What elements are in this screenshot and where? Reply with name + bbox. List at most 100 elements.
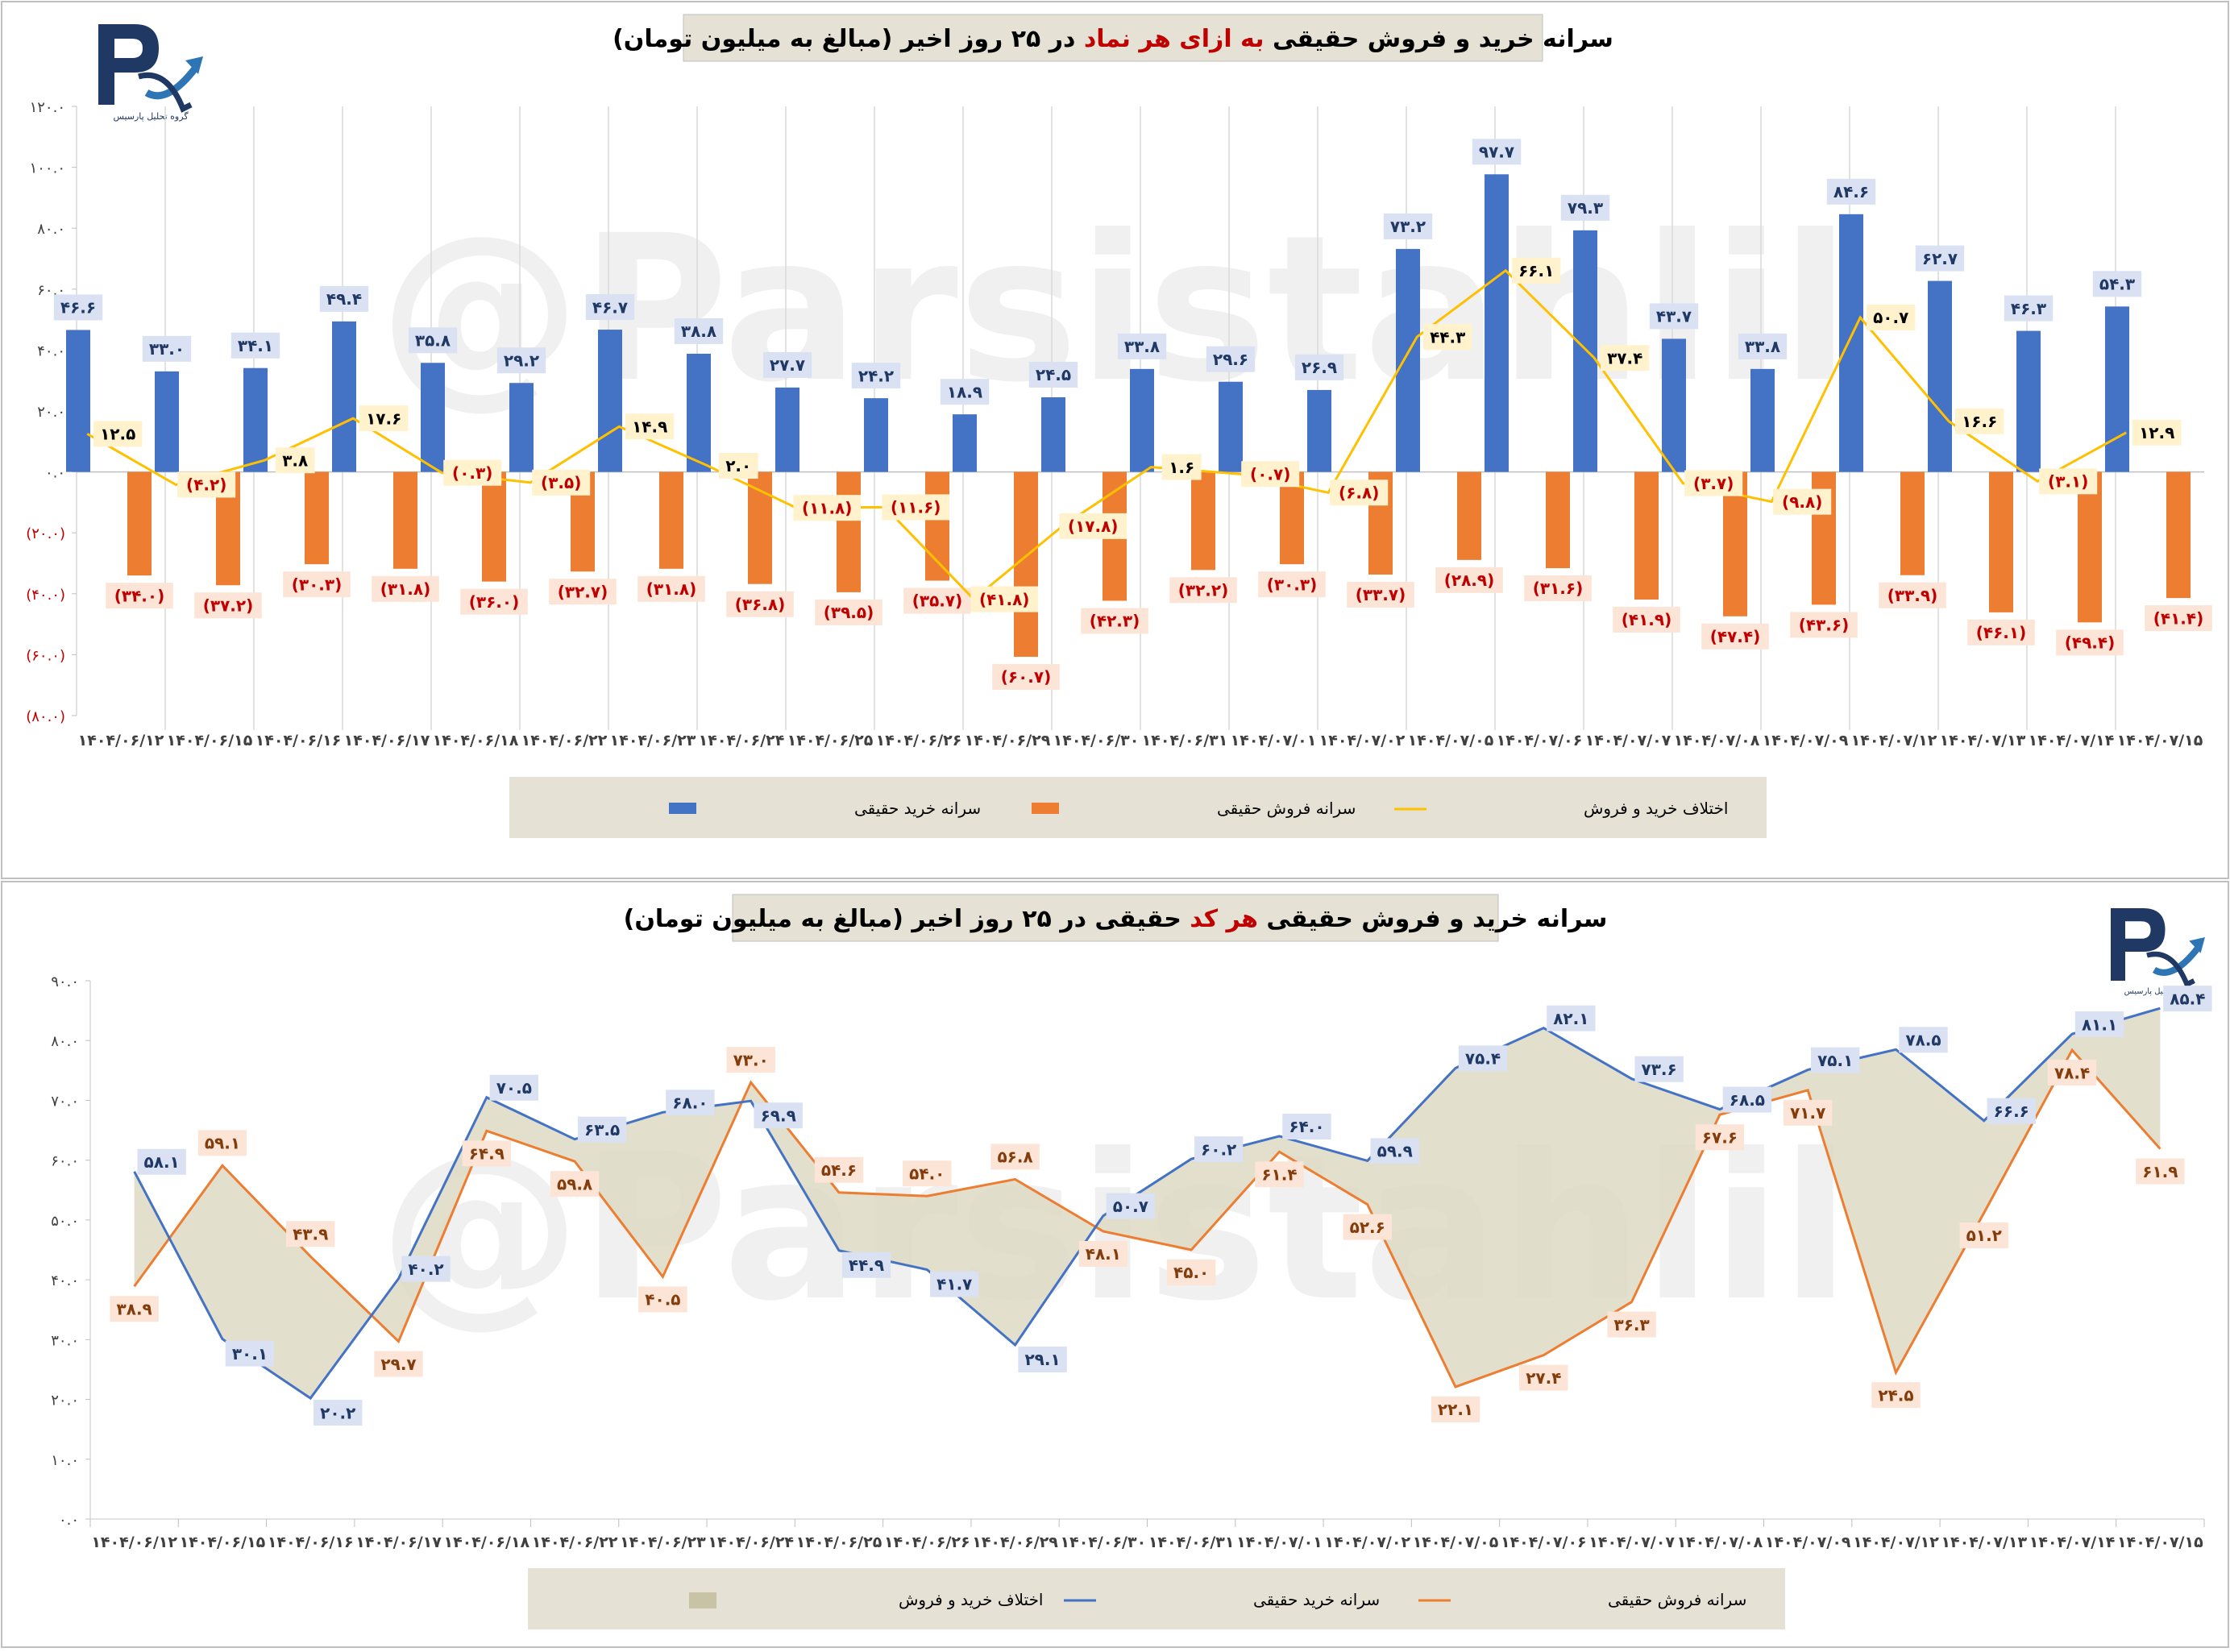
buy-bar-label-bg [1294, 354, 1344, 380]
buy-bar-label: ۴۶.۷ [592, 297, 628, 317]
diff-label: ۱۷.۶ [366, 409, 401, 428]
legend-label-2: سرانه فروش حقیقی [1608, 1590, 1746, 1609]
buy-bar [1130, 368, 1154, 472]
diff-label: ۱۶.۶ [1962, 412, 1997, 431]
sell-point-label-bg [990, 1144, 1040, 1170]
sell-bar-label-bg [1258, 571, 1326, 598]
x-tick-label: ۱۴۰۴/۰۶/۲۴ [699, 732, 785, 749]
logo-arrowhead-icon [2189, 937, 2205, 953]
diff-label-bg [177, 471, 236, 498]
buy-point-label-bg [1106, 1193, 1156, 1219]
buy-bar [155, 371, 179, 472]
diff-label-bg [532, 469, 591, 496]
sell-bar-label-bg [1790, 612, 1858, 638]
diff-label: (۴۱.۸) [979, 590, 1030, 609]
buy-point-label-bg [1547, 1005, 1596, 1031]
title-box [683, 14, 1543, 62]
x-tick-label: ۱۴۰۴/۰۷/۱۴ [2029, 732, 2115, 749]
y-tick-label: ۸۰.۰ [51, 1033, 79, 1050]
buy-point-label: ۵۸.۱ [144, 1152, 180, 1172]
buy-point-label: ۷۸.۵ [1905, 1031, 1941, 1050]
legend-swatch-0 [669, 803, 696, 814]
buy-bar [687, 353, 711, 472]
buy-bar-label: ۴۶.۶ [60, 298, 96, 318]
sell-bar-label-bg [2056, 629, 2124, 656]
buy-point-label-bg [1370, 1138, 1419, 1164]
diff-label-bg [625, 413, 675, 440]
diff-label-bg [2132, 419, 2182, 446]
sell-bar-label: (۶۰.۷) [1001, 667, 1052, 687]
x-tick-label: ۱۴۰۴/۰۶/۲۲ [532, 1534, 618, 1551]
sell-bar-label-bg [903, 587, 971, 614]
logo: گروه تحلیل پارسیس [2111, 908, 2205, 996]
buy-point-label-bg [225, 1340, 275, 1367]
sell-point-label: ۴۳.۹ [293, 1224, 328, 1243]
diff-label: (۴.۲) [186, 475, 226, 495]
buy-bar [421, 363, 445, 472]
diff-label: ۱.۶ [1169, 458, 1194, 477]
buy-bar-label-bg [1560, 194, 1610, 221]
buy-bar-label: ۲۶.۹ [1302, 358, 1337, 377]
sell-bar-label: (۲۸.۹) [1444, 571, 1495, 590]
legend-label-0: سرانه خرید حقیقی [854, 799, 981, 818]
title-box [732, 894, 1499, 942]
x-tick-label: ۱۴۰۴/۰۶/۳۱ [1148, 1534, 1235, 1551]
buy-bar-label: ۷۹.۳ [1568, 198, 1603, 218]
diff-label-bg [1601, 345, 1650, 371]
x-tick-label: ۱۴۰۴/۰۷/۱۵ [2117, 732, 2203, 749]
y-tick-label: ۰.۰ [59, 1512, 79, 1529]
sell-bar [2166, 471, 2191, 599]
diff-label-bg [970, 586, 1038, 612]
logo-letter-p [2111, 908, 2166, 981]
y-tick-label: ۱۲۰.۰ [30, 99, 65, 116]
buy-bar-label: ۴۹.۴ [326, 289, 362, 309]
diff-label-bg [1059, 513, 1127, 539]
x-tick-label: ۱۴۰۴/۰۷/۰۹ [1763, 732, 1849, 749]
sell-bar-label-bg [1169, 577, 1237, 604]
sell-bar-label-bg [372, 575, 439, 602]
sell-point-label-bg [286, 1221, 335, 1247]
diff-label-bg [1867, 304, 1916, 330]
buy-bar-label: ۲۴.۲ [858, 366, 894, 385]
chart-title: سرانه خرید و فروش حقیقی به ازای هر نماد … [613, 25, 1613, 53]
buy-point-label: ۴۱.۷ [936, 1275, 972, 1294]
sell-bar [305, 471, 329, 565]
diff-label: (۳.۵) [541, 473, 581, 492]
buy-bar-label-bg [1028, 361, 1078, 388]
buy-bar [1750, 368, 1775, 472]
x-tick-label: ۱۴۰۴/۰۷/۱۴ [2029, 1534, 2116, 1551]
logo-letter-r [2146, 952, 2195, 988]
x-tick-label: ۱۴۰۴/۰۶/۲۶ [876, 732, 962, 749]
sell-point-label: ۳۶.۳ [1613, 1315, 1649, 1334]
buy-bar-label: ۲۹.۲ [504, 351, 539, 370]
buy-bar-label: ۷۳.۲ [1390, 217, 1426, 236]
buy-point-label-bg [930, 1271, 979, 1297]
x-tick-label: ۱۴۰۴/۰۷/۰۸ [1674, 732, 1760, 749]
buy-point-label: ۸۱.۱ [2082, 1015, 2117, 1034]
buy-point-label: ۴۰.۲ [408, 1260, 443, 1279]
x-tick-label: ۱۴۰۴/۰۶/۲۳ [620, 1534, 706, 1551]
sell-point-label-bg [1695, 1124, 1745, 1151]
sell-bar-label: (۳۶.۸) [735, 595, 786, 614]
sell-bar-label: (۳۶.۰) [469, 592, 520, 612]
buy-bar-label: ۸۴.۶ [1833, 182, 1869, 201]
x-tick-label: ۱۴۰۴/۰۶/۱۸ [433, 732, 519, 749]
sell-bar-label-bg [1879, 582, 1946, 608]
buy-bar [598, 330, 622, 472]
buy-bar-label-bg [319, 285, 369, 312]
buy-bar-label: ۱۸.۹ [947, 382, 982, 401]
logo-arrow-icon [2152, 945, 2201, 976]
diff-label-bg [1161, 454, 1202, 480]
sell-bar [1634, 471, 1659, 600]
sell-point-label: ۵۱.۲ [1966, 1226, 2002, 1245]
buy-bar [1573, 230, 1597, 472]
sell-bar-label: (۳۹.۵) [824, 603, 874, 622]
buy-point-label-bg [2074, 1011, 2124, 1038]
sell-bar-label-bg [2145, 605, 2212, 632]
x-tick-label: ۱۴۰۴/۰۶/۱۲ [78, 732, 164, 749]
buy-point-label: ۶۳.۵ [584, 1120, 620, 1139]
diff-label: (۳.۱) [2048, 472, 2088, 492]
sell-point-label-bg [462, 1140, 512, 1167]
buy-bar [775, 387, 799, 472]
sell-bar-label-bg [992, 664, 1060, 691]
